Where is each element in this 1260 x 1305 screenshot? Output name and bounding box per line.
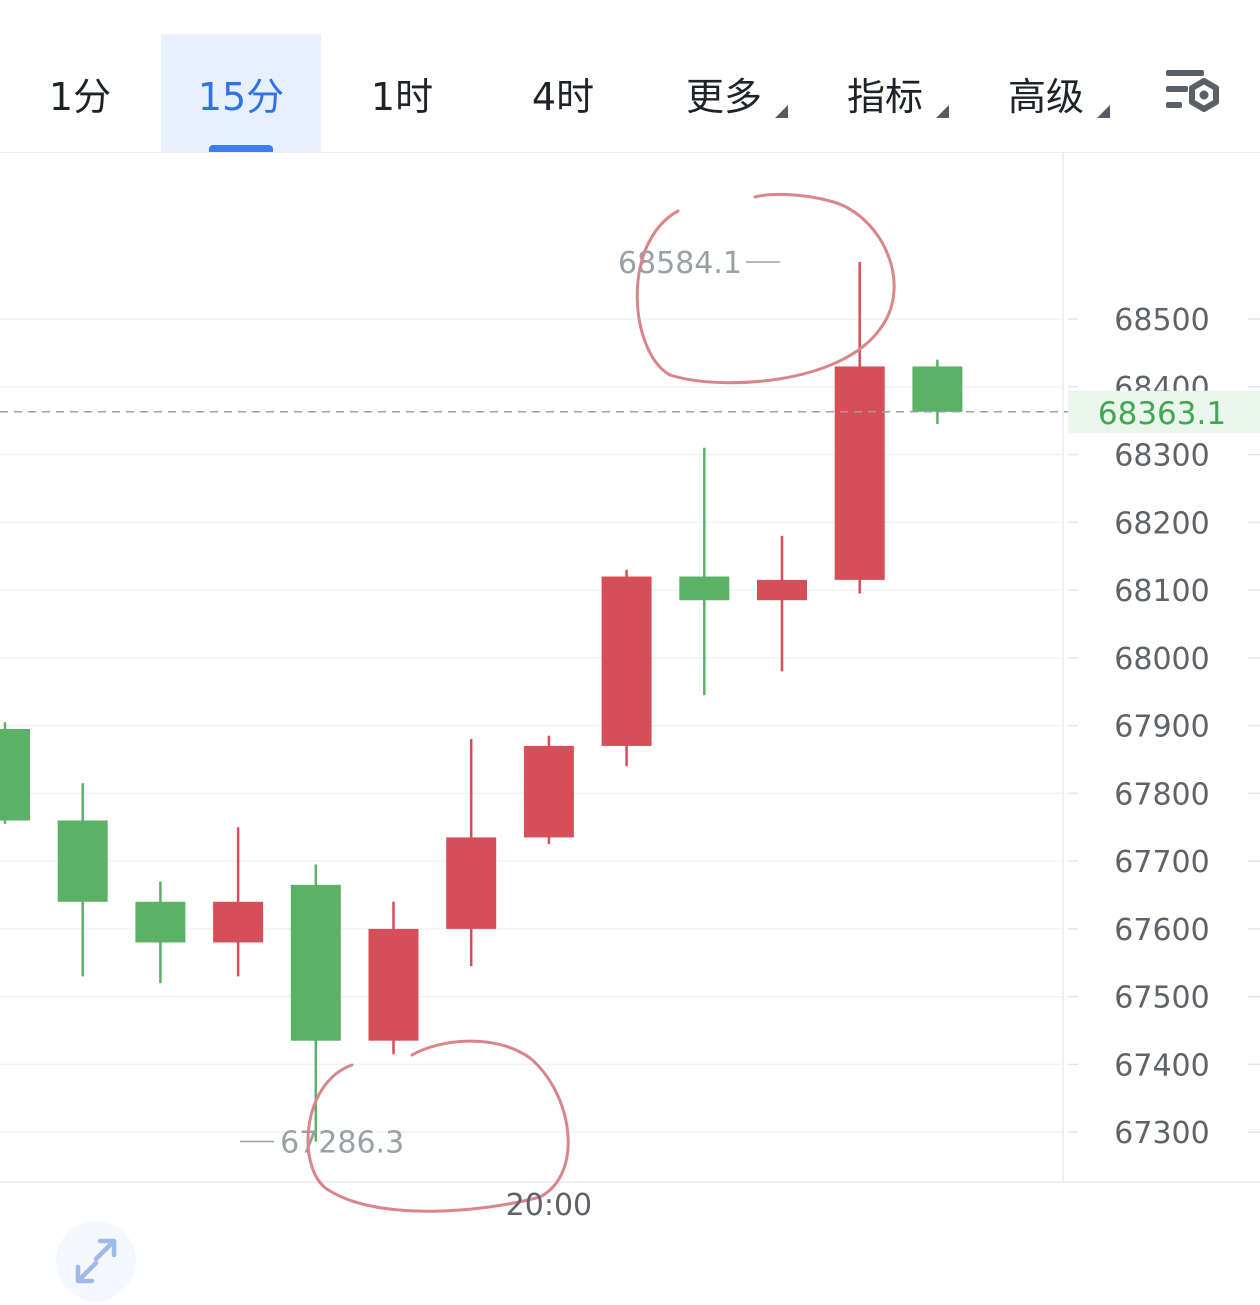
y-tick-label: 67600	[1114, 913, 1209, 948]
tab-label: 高级	[1007, 74, 1084, 119]
expand-chart-button[interactable]	[56, 1221, 136, 1301]
candle-body	[57, 820, 108, 902]
y-tick-label: 67700	[1114, 845, 1209, 880]
candle-body	[446, 837, 497, 929]
y-tick-label: 67500	[1114, 981, 1209, 1016]
candle-body	[757, 579, 807, 601]
candle-body	[834, 366, 885, 580]
candle[interactable]	[0, 722, 30, 824]
low-price-label: 67286.3	[280, 1125, 404, 1160]
tab-advanced[interactable]: 高级	[966, 34, 1126, 152]
tab-15-minute[interactable]: 15分	[161, 34, 321, 152]
dropdown-caret-icon	[1097, 105, 1110, 118]
y-tick-label: 67400	[1114, 1048, 1209, 1083]
chart-settings-button[interactable]	[1160, 66, 1226, 128]
candle-body	[679, 576, 730, 601]
dropdown-caret-icon	[775, 105, 788, 118]
tab-more[interactable]: 更多	[644, 34, 804, 152]
candle[interactable]	[523, 735, 574, 845]
tab-label: 1分	[48, 74, 112, 119]
candle[interactable]	[135, 881, 186, 984]
tab-label: 1时	[370, 74, 434, 119]
y-tick-label: 67300	[1114, 1116, 1209, 1151]
tab-label: 指标	[846, 74, 923, 119]
x-axis-time-label: 20:00	[506, 1188, 592, 1223]
candle[interactable]	[446, 739, 497, 967]
y-tick-label: 68500	[1114, 303, 1209, 338]
candle[interactable]	[834, 262, 885, 594]
candle[interactable]	[290, 864, 341, 1142]
candle-body	[290, 884, 341, 1041]
low-circle-annotation	[306, 1039, 570, 1213]
candle-body	[213, 901, 264, 943]
dropdown-caret-icon	[936, 105, 949, 118]
y-tick-label: 68000	[1114, 642, 1209, 677]
candle-body	[0, 728, 30, 821]
tab-indicators[interactable]: 指标	[805, 34, 965, 152]
active-tab-indicator	[209, 145, 273, 152]
y-tick-label: 68300	[1114, 439, 1209, 474]
y-tick-label: 68100	[1114, 574, 1209, 609]
candle[interactable]	[679, 447, 730, 696]
tab-label: 4时	[531, 74, 595, 119]
candle-body	[523, 745, 574, 838]
candlestick-chart-area[interactable]: 68500 68400 68300 68200 68100 68000 67900 67800…	[0, 153, 1260, 1301]
tab-1-hour[interactable]: 1时	[322, 34, 482, 152]
candlestick-chart: 6850068400683006820068100680006790067800…	[0, 153, 1260, 1223]
candle[interactable]	[213, 827, 264, 977]
candle-body	[135, 901, 186, 943]
chart-settings-icon	[1166, 70, 1219, 112]
candle[interactable]	[601, 569, 652, 767]
tab-4-hour[interactable]: 4时	[483, 34, 643, 152]
candle[interactable]	[757, 535, 807, 672]
last-price-label: 68363.1	[1098, 396, 1226, 432]
candle[interactable]	[57, 783, 108, 977]
tab-label: 更多	[685, 74, 762, 119]
candle[interactable]	[912, 359, 963, 425]
high-price-label: 68584.1	[618, 246, 742, 281]
timeframe-tab-bar: 1分 15分 1时 4时 更多 指标 高级	[0, 0, 1260, 153]
tab-label: 15分	[197, 74, 285, 119]
expand-icon	[75, 1238, 117, 1284]
last-price-badge	[1068, 390, 1260, 433]
candle-body	[601, 576, 652, 746]
candle-body	[368, 928, 419, 1041]
high-circle-annotation	[635, 192, 896, 385]
y-tick-label: 67900	[1114, 710, 1209, 745]
candle[interactable]	[368, 901, 419, 1055]
tab-1-minute[interactable]: 1分	[0, 34, 160, 152]
y-tick-label: 68200	[1114, 506, 1209, 541]
y-tick-label: 67800	[1114, 777, 1209, 812]
candle-body	[912, 366, 963, 412]
